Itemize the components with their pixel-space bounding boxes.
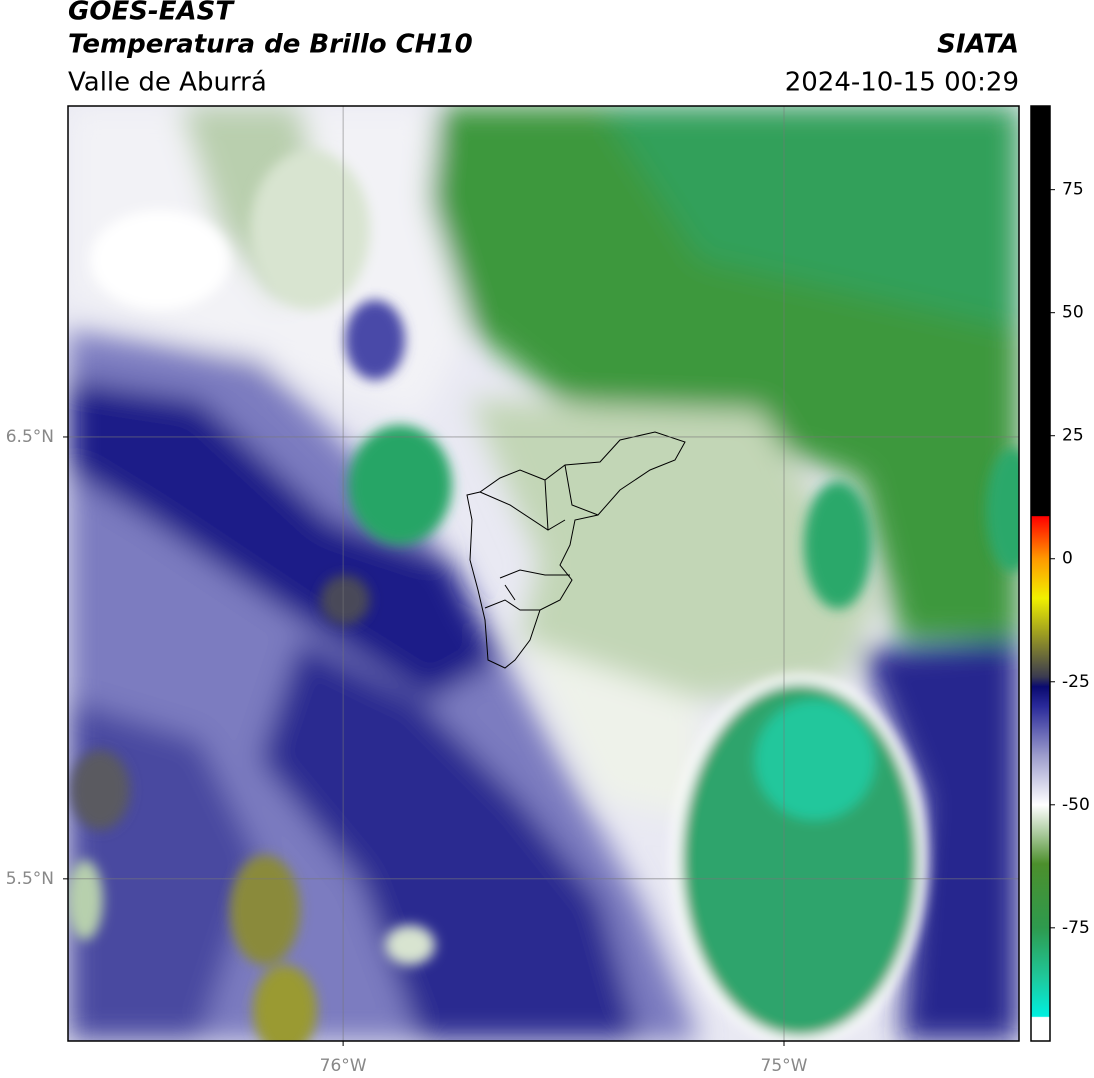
subtitle: Temperatura de Brillo CH10: [68, 30, 473, 60]
satellite-image: [68, 106, 1019, 1041]
title: GOES-EAST: [68, 0, 235, 27]
municipal-boundaries: [466, 431, 686, 669]
colorbar-tick-label: 25: [1062, 426, 1084, 446]
colorbar-tick-label: 0: [1062, 549, 1073, 569]
colorbar-tick-label: -75: [1062, 918, 1090, 938]
map-frame: [67, 105, 1020, 1042]
graticule: [68, 106, 1019, 1041]
colorbar-tick-label: 75: [1062, 180, 1084, 200]
x-tick-label: 75°W: [761, 1056, 808, 1076]
x-tick-label: 76°W: [320, 1056, 367, 1076]
colorbar-tick-label: -25: [1062, 672, 1090, 692]
y-tick-label: 5.5°N: [6, 869, 54, 889]
colorbar: [1030, 105, 1051, 1042]
y-tick-label: 6.5°N: [6, 427, 54, 447]
colorbar-tick-label: -50: [1062, 795, 1090, 815]
source: SIATA: [937, 30, 1019, 60]
region: Valle de Aburrá: [68, 68, 267, 98]
colorbar-tick-label: 50: [1062, 303, 1084, 323]
timestamp: 2024-10-15 00:29: [785, 68, 1019, 98]
